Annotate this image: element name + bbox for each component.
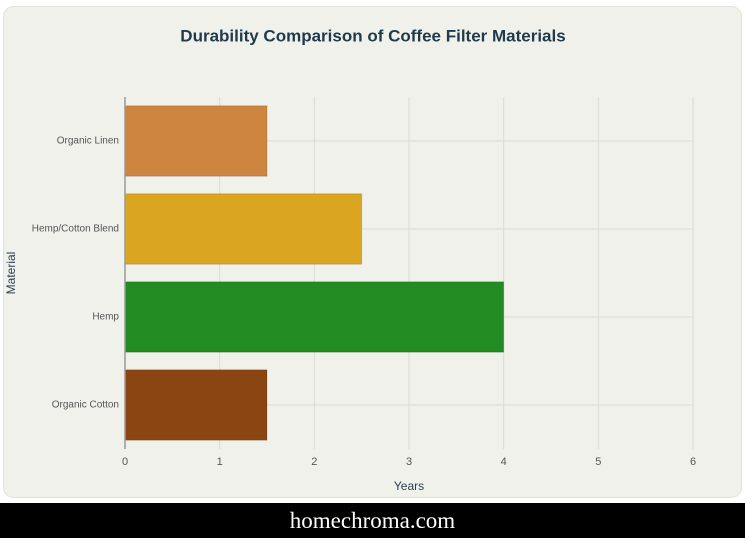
bar [124,193,363,265]
y-axis-label: Material [4,252,18,295]
x-tick-label: 4 [501,456,507,468]
chart-title: Durability Comparison of Coffee Filter M… [180,26,565,45]
x-tick-label: 3 [406,456,412,468]
bar [124,369,268,441]
y-tick-label: Organic Linen [57,136,119,147]
footer-watermark: homechroma.com [0,503,745,538]
chart-card [3,6,742,498]
x-tick-label: 1 [217,456,223,468]
x-tick-label: 0 [122,456,128,468]
x-tick-label: 2 [311,456,317,468]
y-tick-label: Hemp/Cotton Blend [32,224,119,235]
bar [124,105,268,177]
x-tick-label: 6 [690,456,696,468]
bar [124,281,505,353]
y-tick-label: Organic Cotton [52,400,119,411]
y-tick-label: Hemp [92,312,119,323]
x-axis-label: Years [394,479,424,493]
chart: Durability Comparison of Coffee Filter M… [3,6,742,498]
x-tick-label: 5 [595,456,601,468]
